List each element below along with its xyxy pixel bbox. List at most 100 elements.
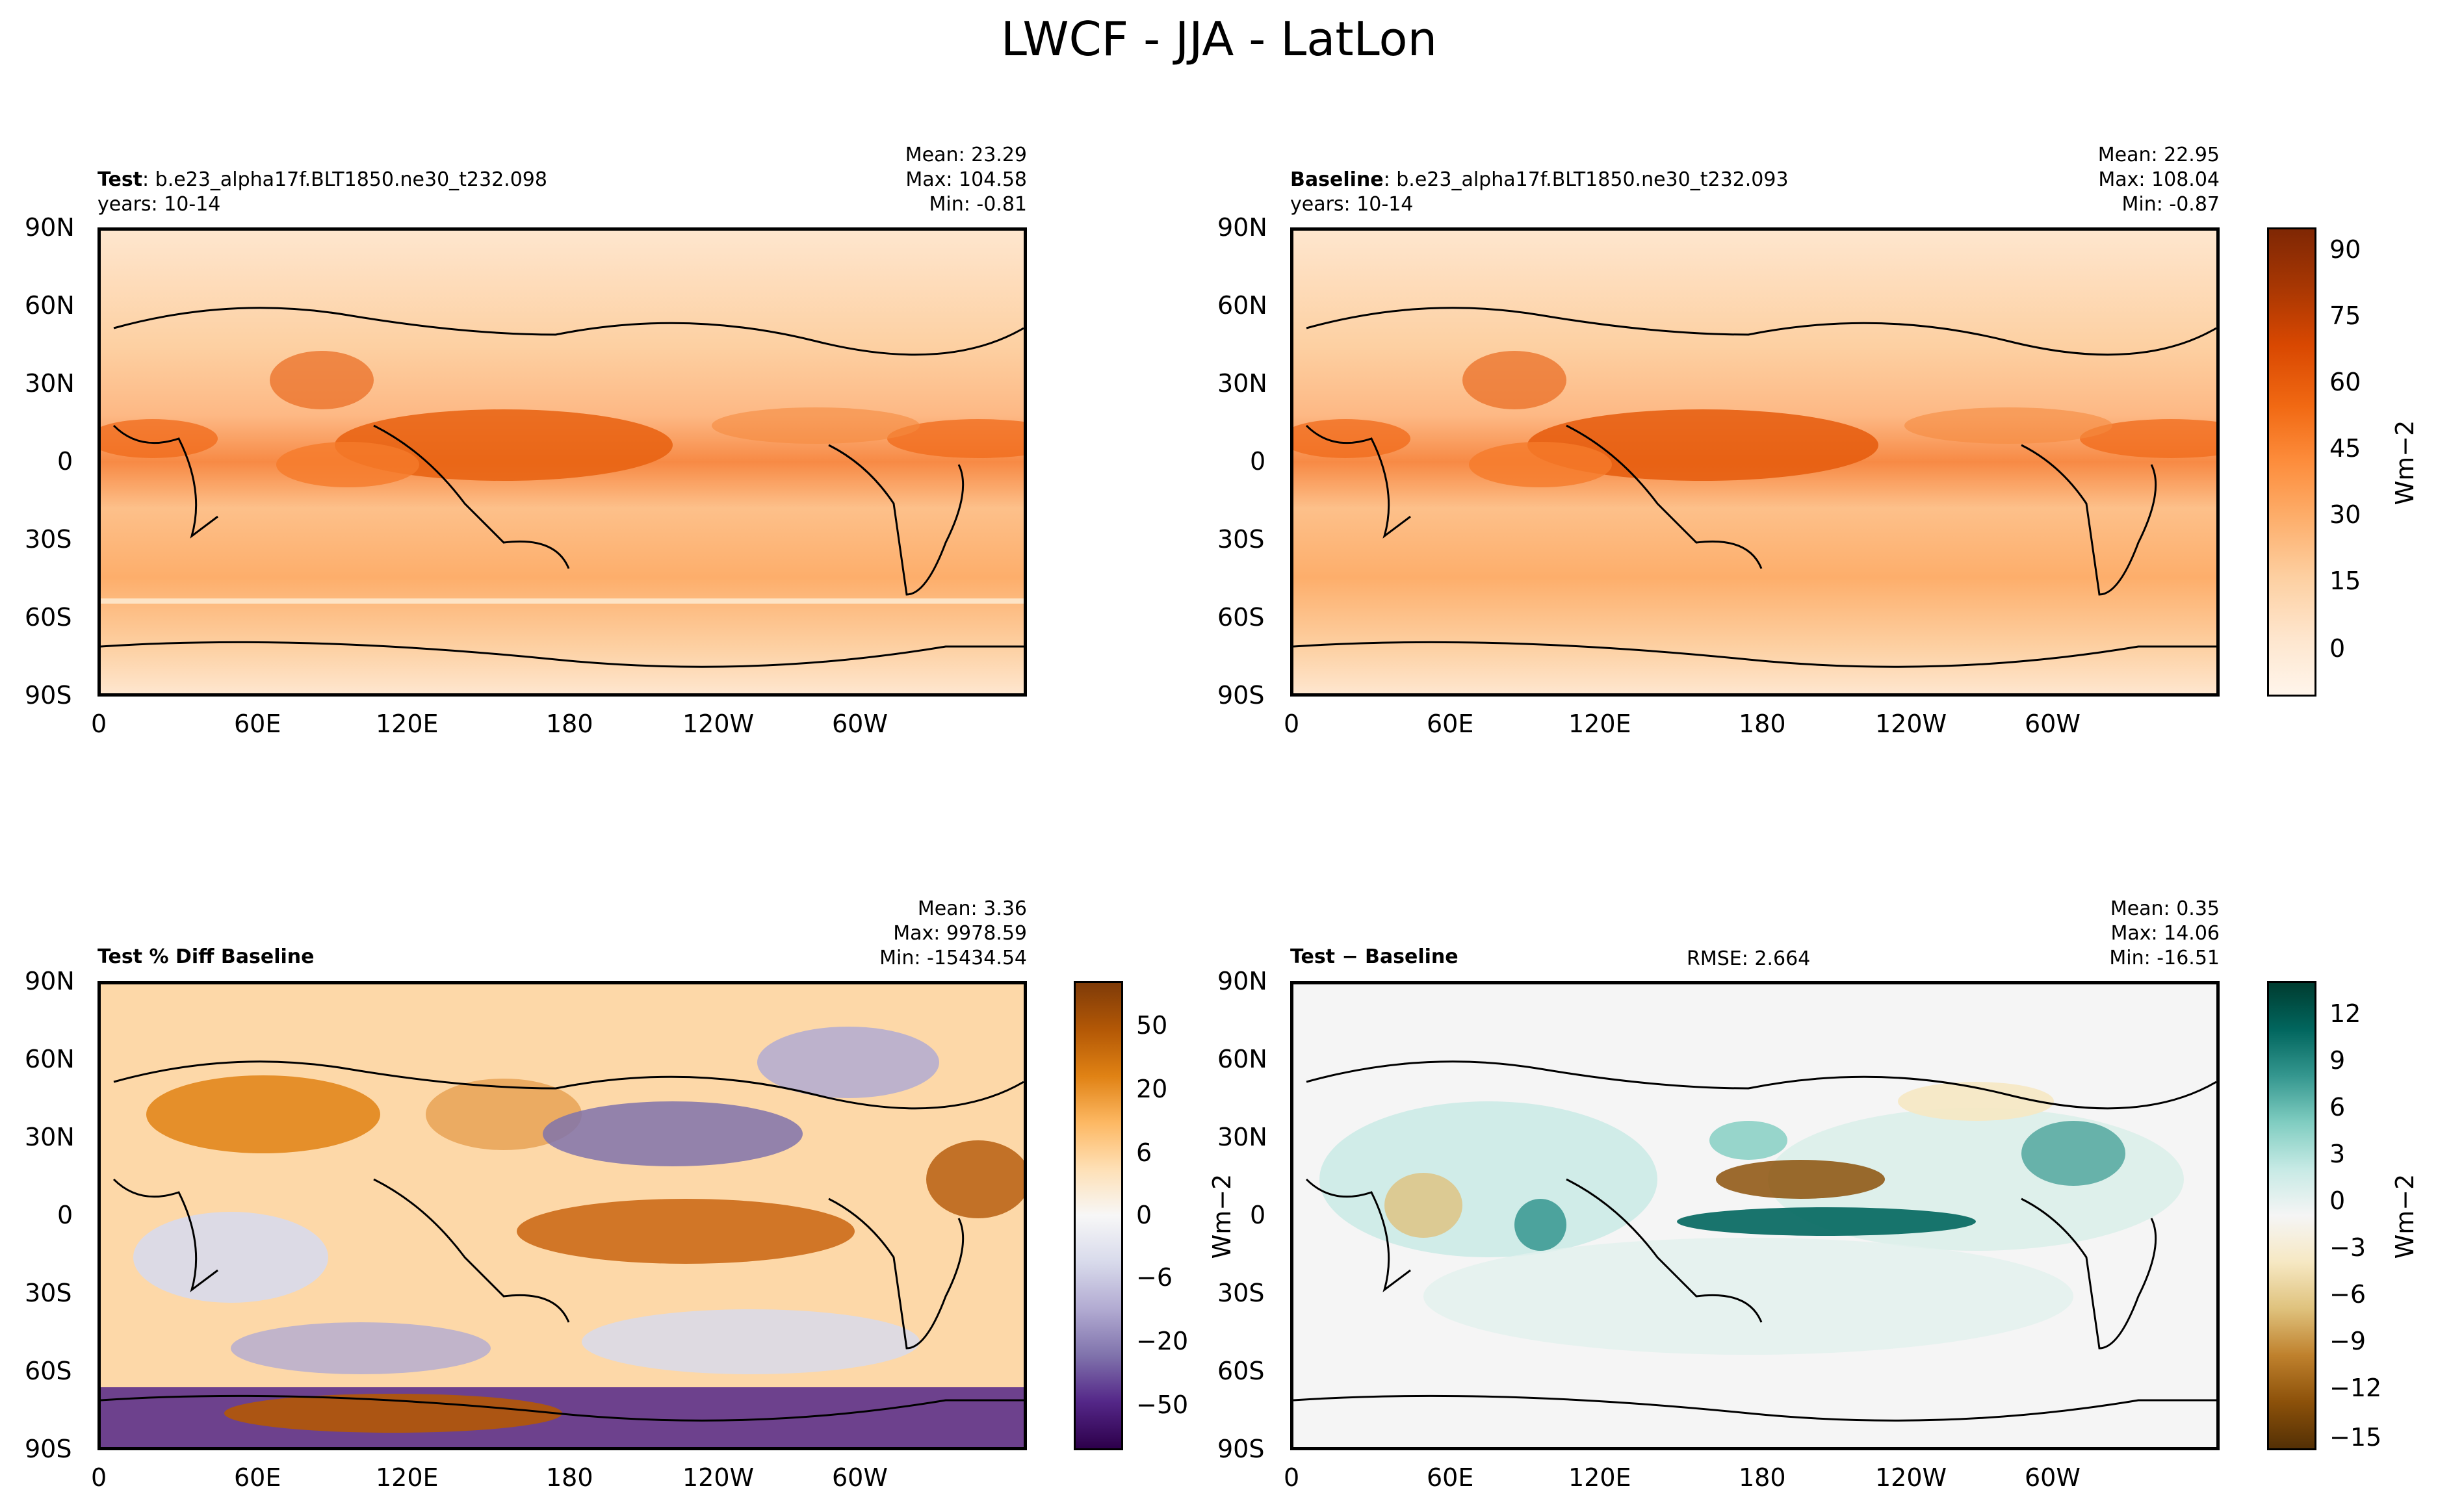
coastline-americas bbox=[2021, 444, 2157, 596]
panel-stats: Mean: 22.95 Max: 108.04 Min: -0.87 bbox=[1973, 143, 2220, 217]
field-indian-ocean bbox=[276, 442, 419, 487]
x-tick: 180 bbox=[546, 1463, 593, 1492]
y-tick: 30N bbox=[25, 1123, 75, 1151]
coastline-americas bbox=[2021, 1198, 2157, 1350]
y-tick: 30N bbox=[1217, 1123, 1267, 1151]
y-tick: 60N bbox=[25, 1045, 75, 1073]
colorbar bbox=[2267, 227, 2316, 697]
x-tick: 60W bbox=[832, 1463, 888, 1492]
x-tick: 60E bbox=[234, 710, 281, 738]
colorbar-tick: 12 bbox=[2329, 999, 2361, 1028]
panel-subtitle: years: 10-14 bbox=[1290, 193, 1414, 216]
stat-min: Min: -16.51 bbox=[2109, 947, 2220, 969]
y-tick: 30S bbox=[25, 525, 72, 554]
stat-mean: Mean: 23.29 bbox=[905, 144, 1027, 166]
colorbar-label: Wm−2 bbox=[2391, 1173, 2419, 1259]
field-pacific-itcz bbox=[1904, 407, 2112, 444]
colorbar-tick: 6 bbox=[1136, 1138, 1152, 1167]
field-africa-itcz bbox=[1293, 419, 1410, 458]
colorbar-tick: −20 bbox=[1136, 1327, 1189, 1355]
panel-title-bold: Test bbox=[97, 168, 143, 191]
field-pacific-itcz bbox=[712, 407, 920, 444]
x-tick: 120W bbox=[682, 1463, 755, 1492]
coastline-antarctica bbox=[101, 641, 1024, 668]
coastline-americas bbox=[828, 1198, 965, 1350]
field-negative bbox=[543, 1101, 803, 1166]
panel-title: Test − Baseline bbox=[1290, 945, 1459, 969]
field-positive bbox=[1423, 1238, 2073, 1355]
y-tick: 30S bbox=[25, 1279, 72, 1307]
coastline-africa bbox=[1305, 424, 1411, 539]
colorbar-tick: −3 bbox=[2329, 1233, 2367, 1262]
x-tick: 180 bbox=[1739, 710, 1786, 738]
colorbar-tick: −9 bbox=[2329, 1327, 2367, 1355]
colorbar-tick: −12 bbox=[2329, 1374, 2382, 1402]
stat-mean: Mean: 3.36 bbox=[917, 897, 1027, 920]
stat-mean: Mean: 22.95 bbox=[2097, 144, 2220, 166]
colorbar-tick: 3 bbox=[2329, 1140, 2346, 1168]
coastline-africa bbox=[112, 424, 218, 539]
field-positive bbox=[1319, 1101, 1657, 1257]
field-negative bbox=[1898, 1082, 2054, 1121]
y-tick: 60N bbox=[25, 291, 75, 320]
field-warm-pool bbox=[335, 409, 673, 481]
y-tick: 90S bbox=[25, 681, 72, 710]
field-negative bbox=[757, 1027, 939, 1098]
map-frame bbox=[97, 227, 1027, 697]
stat-max: Max: 14.06 bbox=[2110, 922, 2220, 945]
x-tick: 0 bbox=[91, 1463, 107, 1492]
field-tibet bbox=[1462, 351, 1566, 409]
figure-title: LWCF - JJA - LatLon bbox=[1000, 12, 1438, 66]
x-tick: 180 bbox=[546, 710, 593, 738]
colorbar-tick: 90 bbox=[2329, 235, 2361, 264]
field-positive bbox=[1514, 1199, 1566, 1251]
x-tick: 0 bbox=[1284, 1463, 1300, 1492]
y-tick: 90N bbox=[1217, 213, 1267, 242]
field-africa-itcz bbox=[101, 419, 218, 458]
y-tick: 90N bbox=[25, 213, 75, 242]
map-frame bbox=[97, 981, 1027, 1450]
x-tick: 120W bbox=[1875, 1463, 1947, 1492]
field-atlantic-itcz bbox=[887, 419, 1024, 458]
colorbar bbox=[1074, 981, 1123, 1450]
stat-min: Min: -0.87 bbox=[2121, 193, 2220, 216]
coastline-africa bbox=[1305, 1178, 1411, 1292]
map-frame bbox=[1290, 981, 2220, 1450]
coastline-americas bbox=[828, 444, 965, 596]
field-positive bbox=[517, 1199, 855, 1264]
colorbar-tick: 9 bbox=[2329, 1046, 2346, 1075]
colorbar-tick: 45 bbox=[2329, 434, 2361, 463]
x-tick: 120E bbox=[376, 1463, 439, 1492]
panel-title-bold: Test % Diff Baseline bbox=[97, 945, 315, 968]
colorbar-label: Wm−2 bbox=[1208, 1173, 1236, 1259]
y-tick: 90S bbox=[25, 1435, 72, 1463]
y-tick: 90N bbox=[25, 967, 75, 995]
panel-title-rest: : b.e23_alpha17f.BLT1850.ne30_t232.093 bbox=[1383, 168, 1789, 191]
y-tick: 60N bbox=[1217, 1045, 1267, 1073]
x-tick: 0 bbox=[1284, 710, 1300, 738]
map-frame bbox=[1290, 227, 2220, 697]
field-negative bbox=[582, 1309, 920, 1374]
coastline-asia-aus bbox=[1566, 1178, 1763, 1323]
field-warm-pool bbox=[1527, 409, 1878, 481]
colorbar-tick: 6 bbox=[2329, 1093, 2346, 1121]
map-svg bbox=[101, 231, 1024, 693]
y-tick: 0 bbox=[57, 1201, 73, 1229]
coastline-africa bbox=[112, 1178, 218, 1292]
x-tick: 60W bbox=[832, 710, 888, 738]
y-tick: 0 bbox=[1250, 447, 1266, 476]
panel-title-rest: : b.e23_alpha17f.BLT1850.ne30_t232.098 bbox=[142, 168, 547, 191]
panel-stats: Mean: 0.35 Max: 14.06 Min: -16.51 bbox=[1973, 897, 2220, 971]
y-tick: 60S bbox=[1217, 603, 1265, 632]
y-tick: 60S bbox=[1217, 1357, 1265, 1385]
stat-max: Max: 108.04 bbox=[2098, 168, 2220, 191]
y-tick: 30N bbox=[1217, 369, 1267, 398]
x-tick: 60W bbox=[2025, 710, 2081, 738]
y-tick: 90N bbox=[1217, 967, 1267, 995]
panel-title: Baseline: b.e23_alpha17f.BLT1850.ne30_t2… bbox=[1290, 168, 1789, 192]
coastline-antarctica bbox=[1293, 641, 2216, 668]
y-tick: 90S bbox=[1217, 1435, 1265, 1463]
y-tick: 30N bbox=[25, 369, 75, 398]
coastline-antarctica bbox=[101, 1394, 1024, 1422]
y-tick: 60S bbox=[25, 1357, 72, 1385]
